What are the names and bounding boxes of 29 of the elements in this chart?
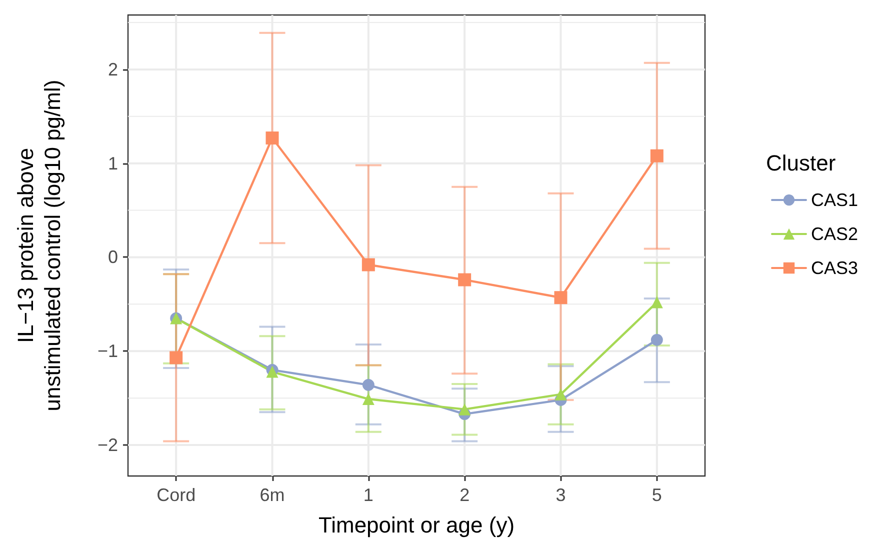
point — [266, 131, 279, 144]
point — [554, 291, 568, 304]
x-tick-label: Cord — [156, 485, 196, 505]
point — [362, 393, 374, 406]
point — [362, 258, 375, 272]
y-tick-label: −1 — [97, 341, 118, 362]
point — [650, 149, 664, 162]
legend-title: Cluster — [766, 150, 836, 176]
point — [458, 273, 472, 286]
point — [458, 403, 471, 416]
x-tick-label: 6m — [260, 485, 285, 505]
legend-label: CAS1 — [811, 190, 858, 210]
point — [362, 378, 374, 391]
x-tick-label: 2 — [460, 485, 470, 505]
legend-label: CAS2 — [811, 224, 858, 244]
x-axis-title: Timepoint or age (y) — [318, 512, 515, 538]
point — [554, 388, 567, 400]
y-tick-label: −2 — [97, 435, 118, 456]
x-tick-label: 1 — [363, 485, 374, 505]
x-tick-label: 5 — [652, 485, 662, 505]
y-tick-label: 1 — [108, 153, 118, 174]
point — [650, 334, 663, 346]
y-tick-label: 0 — [108, 247, 118, 268]
y-axis-title: IL−13 protein above unstimulated control (log10 pg/ml) — [13, 80, 65, 412]
legend-label: CAS3 — [811, 258, 858, 278]
point — [170, 351, 183, 364]
point — [650, 296, 663, 308]
y-tick-label: 2 — [108, 59, 118, 80]
x-tick-label: 3 — [556, 485, 566, 505]
